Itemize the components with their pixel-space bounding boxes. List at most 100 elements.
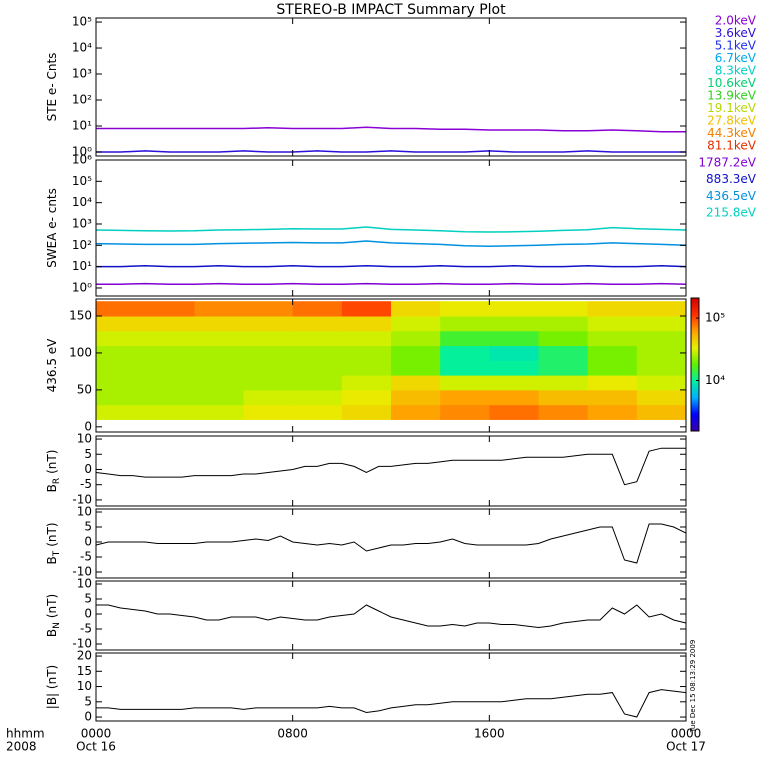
y-tick-label: 10¹ xyxy=(72,118,92,132)
colorbar-tick-label: 10⁴ xyxy=(705,373,725,387)
year-label: 2008 xyxy=(6,740,37,754)
data-line xyxy=(96,150,686,153)
data-line xyxy=(96,226,686,233)
y-tick-label: 10² xyxy=(72,92,92,106)
y-label-main: STE e- Cnts xyxy=(45,53,59,122)
heat-cell xyxy=(636,315,687,332)
heat-cell xyxy=(489,389,539,406)
heat-cell xyxy=(587,404,638,420)
heat-cell xyxy=(440,345,490,361)
legend-label: 436.5eV xyxy=(706,189,757,203)
heat-cell xyxy=(341,345,392,361)
heat-cell xyxy=(636,360,687,376)
y-label-sub: R xyxy=(52,478,62,484)
panel-frame xyxy=(95,580,687,651)
heat-cell xyxy=(538,301,589,317)
heat-cell xyxy=(96,389,146,406)
heat-cell xyxy=(243,315,294,332)
heat-cell xyxy=(636,389,687,406)
heat-cell xyxy=(341,360,392,376)
heat-cell xyxy=(538,375,589,391)
heat-cell xyxy=(292,315,343,332)
heat-cell xyxy=(636,330,687,347)
y-tick-label: 10 xyxy=(77,505,92,519)
heat-cell xyxy=(341,404,392,420)
y-axis-label: |B| (nT) xyxy=(45,665,59,709)
y-tick-label: -10 xyxy=(72,492,92,506)
panel-frame xyxy=(95,508,687,579)
heat-cell xyxy=(636,301,687,317)
heat-cell xyxy=(538,330,589,347)
y-tick-label: 100 xyxy=(69,345,92,359)
heat-cell xyxy=(292,360,343,376)
heat-cell xyxy=(194,375,244,391)
x-tick-label: 0800 xyxy=(277,727,308,741)
y-tick-label: 5 xyxy=(84,520,92,534)
panel-frame xyxy=(95,435,687,507)
y-tick-label: 20 xyxy=(77,649,92,663)
legend-label: 44.3keV xyxy=(707,126,757,140)
legend-label: 8.3keV xyxy=(715,64,757,78)
legend-label: 1787.2eV xyxy=(698,156,756,170)
heat-cell xyxy=(243,389,294,406)
colorbar xyxy=(690,297,700,432)
heat-cell xyxy=(194,389,244,406)
y-axis-label: STE e- Cnts xyxy=(45,53,59,122)
heat-cell xyxy=(636,375,687,391)
heat-cell xyxy=(243,301,294,317)
y-axis-label: BN (nT) xyxy=(45,594,62,637)
heat-cell xyxy=(292,375,343,391)
time-label: hhmm xyxy=(6,727,45,741)
heat-cell xyxy=(96,301,146,317)
date-label: Oct 16 xyxy=(76,740,116,754)
heat-cell xyxy=(194,301,244,317)
legend-label: 81.1keV xyxy=(707,139,757,153)
y-axis-label: BT (nT) xyxy=(45,522,62,564)
heat-cell xyxy=(489,315,539,332)
figure-title: STEREO-B IMPACT Summary Plot xyxy=(276,2,506,18)
panel-frame xyxy=(95,17,687,157)
heat-cell xyxy=(194,360,244,376)
y-tick-label: -5 xyxy=(80,550,92,564)
y-tick-label: 10 xyxy=(77,577,92,591)
heat-cell xyxy=(440,360,490,376)
heat-cell xyxy=(243,345,294,361)
heat-cell xyxy=(292,330,343,347)
heat-cell xyxy=(440,404,490,420)
data-line xyxy=(96,523,686,564)
y-tick-label: -10 xyxy=(72,565,92,579)
legend-label: 10.6keV xyxy=(707,76,757,90)
heat-cell xyxy=(587,330,638,347)
data-line xyxy=(96,689,686,718)
heat-cell xyxy=(489,375,539,391)
y-label-sub: T xyxy=(52,550,62,557)
y-tick-label: 0 xyxy=(84,710,92,724)
y-tick-label: 10⁵ xyxy=(72,15,92,29)
y-tick-label: 10⁵ xyxy=(72,174,92,188)
heat-cell xyxy=(341,315,392,332)
y-tick-label: 10 xyxy=(77,432,92,446)
y-label-unit: (nT) xyxy=(45,594,59,618)
y-axis-label: 436.5 eV xyxy=(45,338,59,393)
legend-label: 3.6keV xyxy=(715,26,757,40)
heat-cell xyxy=(341,301,392,317)
heat-cell xyxy=(145,330,195,347)
heat-cell xyxy=(538,389,589,406)
y-tick-label: 0 xyxy=(84,462,92,476)
heat-cell xyxy=(341,375,392,391)
heat-cell xyxy=(341,389,392,406)
y-tick-label: -5 xyxy=(80,477,92,491)
y-label-main: |B| (nT) xyxy=(45,665,59,709)
heat-cell xyxy=(96,330,146,347)
heat-cell xyxy=(145,375,195,391)
y-label-main: B xyxy=(45,484,59,492)
heat-cell xyxy=(489,345,539,361)
panel-frame xyxy=(95,298,687,433)
legend-label: 5.1keV xyxy=(715,39,757,53)
heat-cell xyxy=(587,389,638,406)
heat-cell xyxy=(292,404,343,420)
heat-cell xyxy=(440,330,490,347)
data-line xyxy=(96,447,686,486)
